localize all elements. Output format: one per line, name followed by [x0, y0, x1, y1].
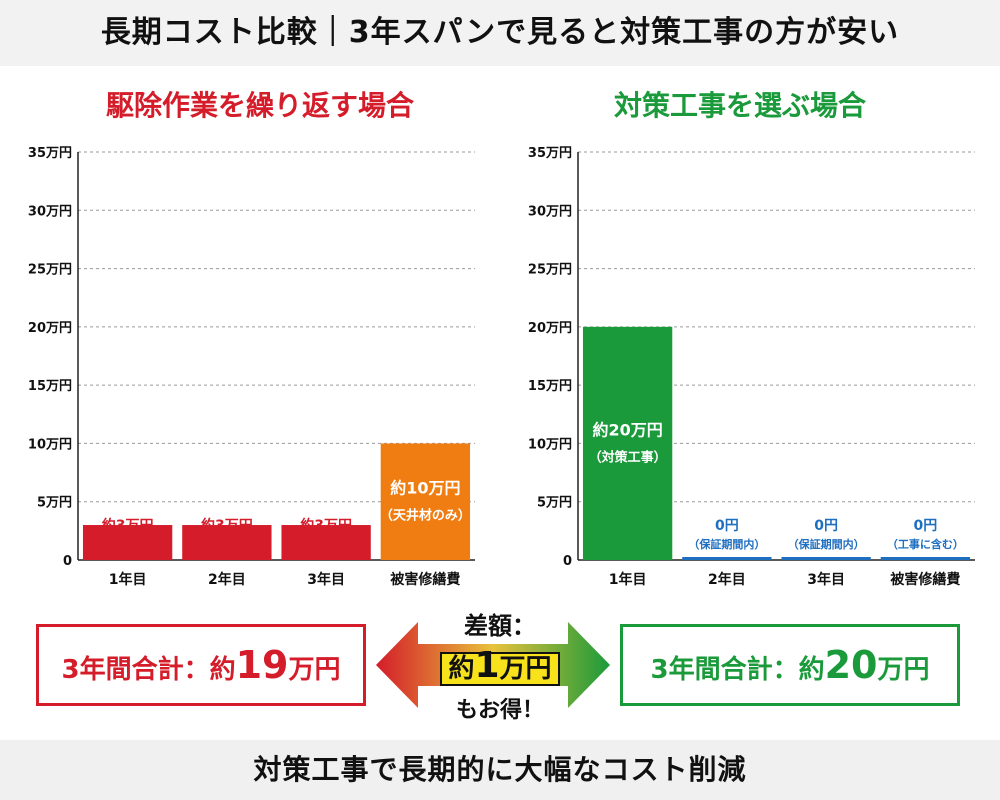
left-total-number: 19 — [235, 643, 289, 687]
data-label-note: （再発で再作業） — [183, 537, 271, 551]
bar — [82, 525, 173, 560]
y-tick-label: 25万円 — [528, 263, 572, 278]
bar — [781, 557, 871, 560]
bar — [880, 557, 971, 560]
y-tick-label: 15万円 — [28, 379, 72, 394]
y-tick-label: 35万円 — [528, 146, 572, 161]
bar — [182, 525, 272, 560]
x-tick-label: 被害修繕費 — [890, 571, 960, 588]
data-label: 約20万円 — [592, 420, 662, 439]
data-label-note: （天井材のみ） — [380, 508, 471, 524]
difference-label: 差額： — [464, 612, 536, 640]
data-label: 約3万円 — [300, 517, 352, 534]
difference-number: 1 — [474, 645, 500, 686]
x-tick-label: 3年目 — [307, 571, 345, 588]
x-tick-label: 2年目 — [708, 571, 746, 588]
left-total-prefix: 3年間合計：約 — [61, 655, 236, 685]
y-tick-label: 10万円 — [28, 437, 72, 452]
right-total-prefix: 3年間合計：約 — [650, 655, 825, 685]
bar — [281, 525, 371, 560]
y-tick-label: 5万円 — [37, 496, 72, 511]
right-chart-title: 対策工事を選ぶ場合 — [613, 89, 866, 122]
x-tick-label: 2年目 — [208, 571, 246, 588]
footer-band — [0, 740, 1000, 800]
data-label-note: （再発で再作業） — [282, 537, 370, 551]
data-label-note: （追い出し作業） — [84, 537, 172, 551]
data-label: 0円 — [914, 518, 938, 534]
x-tick-label: 1年目 — [609, 571, 647, 588]
right-total-suffix: 万円 — [877, 655, 930, 685]
data-label-note: （対策工事） — [589, 449, 667, 465]
header-band — [0, 0, 1000, 66]
difference-suffix: 万円 — [499, 654, 552, 684]
x-tick-label: 被害修繕費 — [390, 571, 460, 588]
difference-value: 約1万円 — [400, 645, 600, 686]
y-tick-label: 0 — [563, 554, 572, 569]
data-label: 0円 — [814, 518, 838, 534]
data-label-note: （保証期間内） — [788, 537, 865, 551]
y-tick-label: 10万円 — [528, 437, 572, 452]
data-label: 0円 — [715, 518, 739, 534]
footer-title: 対策工事で長期的に大幅なコスト削減 — [253, 753, 747, 786]
data-label: 約10万円 — [390, 479, 460, 498]
data-label-note: （保証期間内） — [688, 537, 765, 551]
y-tick-label: 0 — [63, 554, 72, 569]
data-label: 約3万円 — [201, 517, 253, 534]
data-label-note: （工事に含む） — [887, 537, 964, 551]
y-tick-label: 35万円 — [28, 146, 72, 161]
page-title: 長期コスト比較｜3年スパンで見ると対策工事の方が安い — [100, 15, 900, 50]
y-tick-label: 30万円 — [528, 204, 572, 219]
right-total-box: 3年間合計：約20万円 — [620, 624, 960, 706]
difference-highlight: 約1万円 — [440, 645, 560, 686]
y-tick-label: 15万円 — [528, 379, 572, 394]
difference-note: もお得！ — [455, 698, 544, 723]
right-total-number: 20 — [824, 643, 878, 687]
y-tick-label: 30万円 — [28, 204, 72, 219]
x-tick-label: 3年目 — [807, 571, 845, 588]
y-tick-label: 5万円 — [537, 496, 572, 511]
bar — [582, 326, 673, 560]
y-tick-label: 20万円 — [28, 321, 72, 336]
difference-prefix: 約 — [448, 654, 475, 684]
x-tick-label: 1年目 — [109, 571, 147, 588]
data-label: 約3万円 — [102, 517, 154, 534]
left-total-box: 3年間合計：約19万円 — [36, 624, 366, 706]
bar — [380, 443, 471, 560]
y-tick-label: 25万円 — [28, 263, 72, 278]
left-chart-title: 駆除作業を繰り返す場合 — [105, 89, 414, 122]
left-total-suffix: 万円 — [288, 655, 341, 685]
y-tick-label: 20万円 — [528, 321, 572, 336]
bar — [682, 557, 772, 560]
